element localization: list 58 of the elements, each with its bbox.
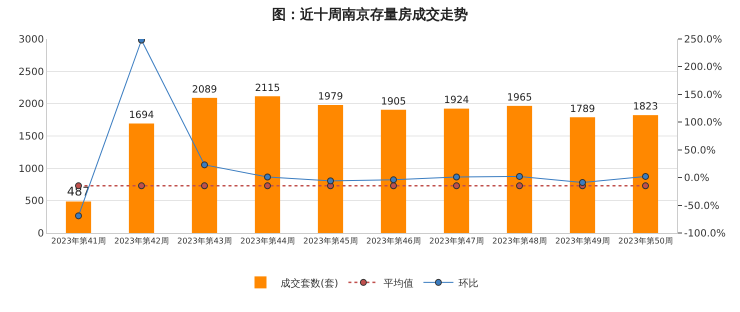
point [390, 176, 397, 184]
chart-title: 图：近十周南京存量房成交走势 [272, 6, 468, 24]
point [138, 39, 145, 44]
bar [444, 108, 470, 233]
bar [192, 98, 218, 233]
x-tick-label: 2023年第50周 [618, 236, 673, 246]
point [201, 161, 208, 168]
y-tick-label: 0 [38, 228, 44, 240]
y2-tick-label: -50.0% [684, 200, 720, 212]
bar [380, 110, 406, 233]
data-label: 2089 [192, 84, 218, 96]
bar [632, 115, 658, 233]
point [327, 177, 334, 184]
x-tick-label: 2023年第44周 [240, 236, 295, 246]
data-label: 1965 [506, 92, 532, 104]
y2-tick-label: 250.0% [684, 34, 722, 46]
y-tick-label: 500 [24, 196, 44, 208]
y2-tick-label: 200.0% [684, 62, 722, 74]
point [642, 172, 649, 180]
data-label: 2115 [254, 82, 280, 94]
data-label: 1979 [318, 92, 344, 103]
y2-tick-label: 50.0% [684, 145, 716, 156]
bar [254, 96, 280, 233]
y-tick-label: 1000 [18, 164, 44, 175]
point [516, 172, 523, 180]
data-label: 1789 [570, 104, 596, 115]
y2-tick-label: 0.0% [684, 173, 710, 184]
legend-label: 成交套数(套) [280, 277, 338, 290]
bar [318, 105, 344, 233]
bar [506, 106, 532, 233]
y-tick-label: 2500 [18, 66, 44, 78]
y-tick-label: 3000 [18, 34, 44, 46]
y-tick-label: 2000 [18, 99, 44, 110]
bar [66, 202, 92, 233]
y2-tick-label: 150.0% [684, 90, 722, 101]
x-tick-label: 2023年第43周 [177, 236, 232, 246]
x-tick-label: 2023年第48周 [492, 236, 547, 246]
x-tick-label: 2023年第46周 [366, 236, 421, 246]
y2-tick-label: -100.0% [684, 228, 726, 240]
data-label: 1823 [632, 102, 658, 113]
x-tick-label: 2023年第49周 [555, 236, 610, 246]
y-tick-label: 1500 [18, 132, 44, 142]
legend-label: 平均值 [383, 277, 414, 290]
bar [570, 117, 596, 233]
data-label: 1905 [380, 96, 406, 108]
x-tick-label: 2023年第42周 [114, 236, 169, 246]
data-label: 1924 [444, 95, 470, 106]
x-tick-label: 2023年第41周 [51, 236, 106, 246]
point [264, 174, 271, 181]
y2-tick-label: 100.0% [684, 118, 722, 129]
legend-label: 环比 [458, 277, 478, 290]
bar [128, 123, 154, 233]
point [453, 174, 460, 181]
data-label: 1694 [128, 110, 154, 121]
point [75, 212, 82, 220]
x-tick-label: 2023年第45周 [303, 236, 358, 246]
point [579, 179, 586, 186]
x-tick-label: 2023年第47周 [429, 236, 484, 246]
